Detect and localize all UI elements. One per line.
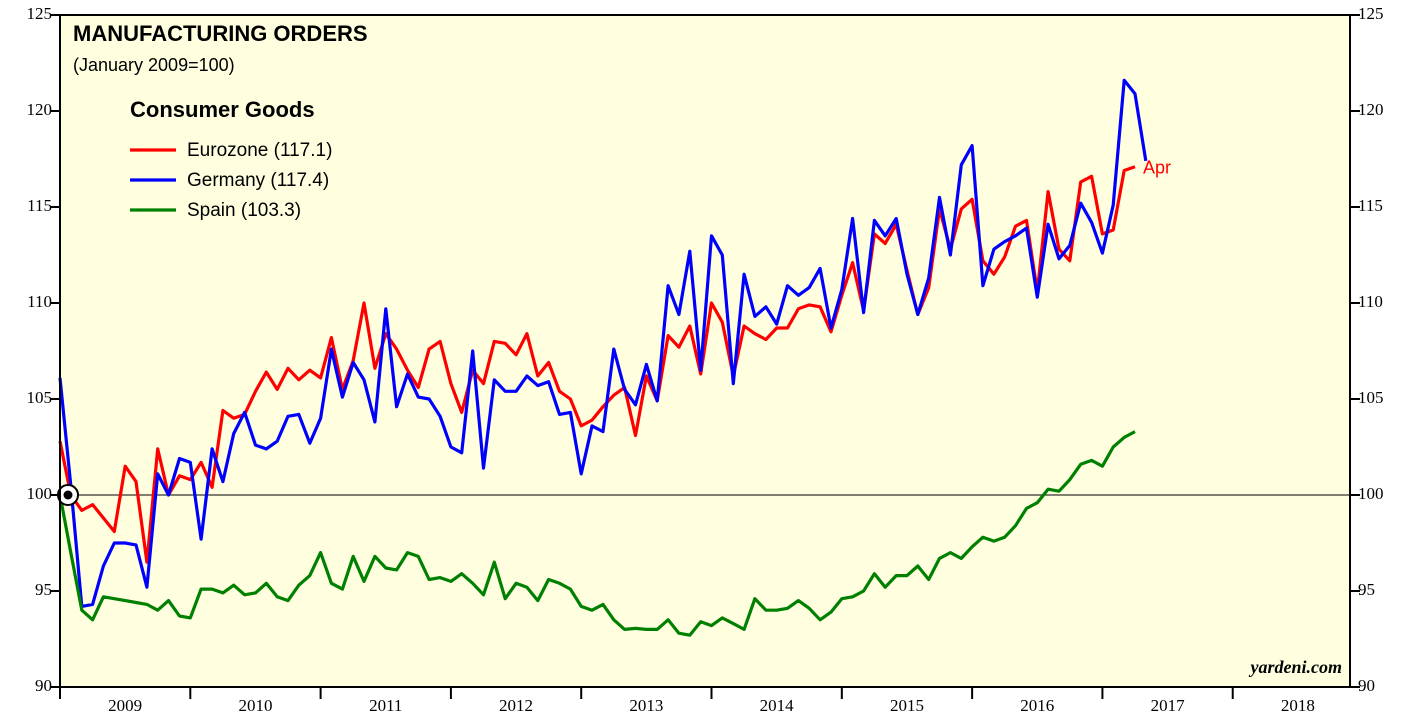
legend-title: Consumer Goods bbox=[130, 97, 315, 122]
y2-tick-label: 115 bbox=[1358, 196, 1383, 215]
plot-border bbox=[59, 14, 1351, 688]
source: yardeni.com bbox=[1249, 657, 1343, 677]
annotation: Apr bbox=[1143, 157, 1171, 177]
y2-tick-label: 125 bbox=[1358, 4, 1384, 23]
y2-tick-label: 110 bbox=[1358, 292, 1383, 311]
y2-tick-label: 90 bbox=[1358, 676, 1375, 695]
y2-tick-label: 95 bbox=[1358, 580, 1375, 599]
y2-tick-label: 100 bbox=[1358, 484, 1384, 503]
y-tick-label: 105 bbox=[27, 388, 53, 407]
chart-title: MANUFACTURING ORDERS bbox=[73, 21, 368, 46]
legend-label: Spain (103.3) bbox=[187, 200, 301, 221]
x-tick-label: 2010 bbox=[238, 696, 272, 715]
series-line bbox=[58, 165, 1136, 564]
x-tick-label: 2009 bbox=[108, 696, 142, 715]
y2-tick-label: 105 bbox=[1358, 388, 1384, 407]
x-tick-label: 2015 bbox=[890, 696, 924, 715]
base-marker-dot bbox=[63, 490, 73, 500]
legend-label: Eurozone (117.1) bbox=[187, 140, 332, 161]
x-tick-label: 2017 bbox=[1151, 696, 1186, 715]
y-tick-label: 115 bbox=[27, 196, 52, 215]
x-tick-label: 2018 bbox=[1281, 696, 1315, 715]
x-tick-label: 2013 bbox=[629, 696, 663, 715]
x-tick-label: 2016 bbox=[1020, 696, 1054, 715]
chart-subtitle: (January 2009=100) bbox=[73, 55, 235, 75]
y-tick-label: 125 bbox=[27, 4, 53, 23]
series-line bbox=[58, 430, 1136, 637]
x-tick-label: 2014 bbox=[760, 696, 795, 715]
y-tick-label: 110 bbox=[27, 292, 52, 311]
y2-tick-label: 120 bbox=[1358, 100, 1384, 119]
series-line bbox=[58, 78, 1148, 608]
x-tick-label: 2011 bbox=[369, 696, 402, 715]
y-tick-label: 100 bbox=[27, 484, 53, 503]
y-tick-label: 90 bbox=[35, 676, 52, 695]
legend-label: Germany (117.4) bbox=[187, 170, 329, 191]
y-tick-label: 95 bbox=[35, 580, 52, 599]
y-tick-label: 120 bbox=[27, 100, 53, 119]
x-tick-label: 2012 bbox=[499, 696, 533, 715]
